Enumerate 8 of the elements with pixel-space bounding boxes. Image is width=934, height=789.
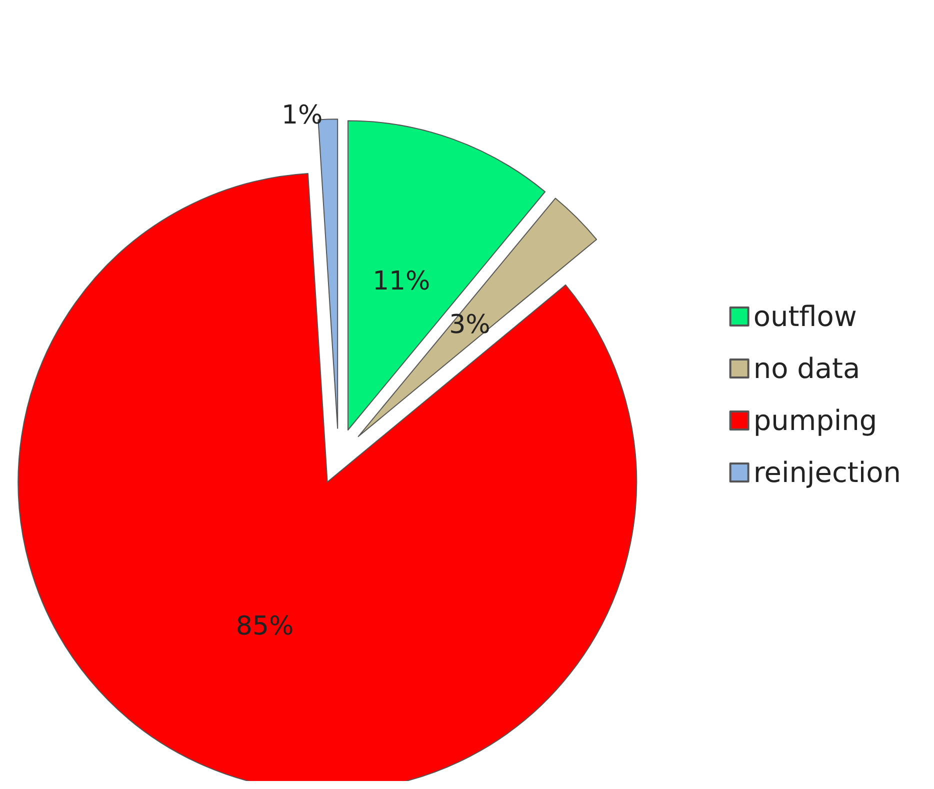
legend-label: outflow bbox=[753, 300, 857, 333]
data-label: 1% bbox=[282, 100, 323, 130]
data-label: 85% bbox=[236, 612, 294, 642]
data-label: 3% bbox=[449, 310, 490, 340]
legend-label: no data bbox=[753, 352, 860, 385]
legend-label: reinjection bbox=[753, 456, 902, 489]
legend-label: pumping bbox=[753, 404, 878, 437]
data-label: 11% bbox=[372, 266, 430, 297]
